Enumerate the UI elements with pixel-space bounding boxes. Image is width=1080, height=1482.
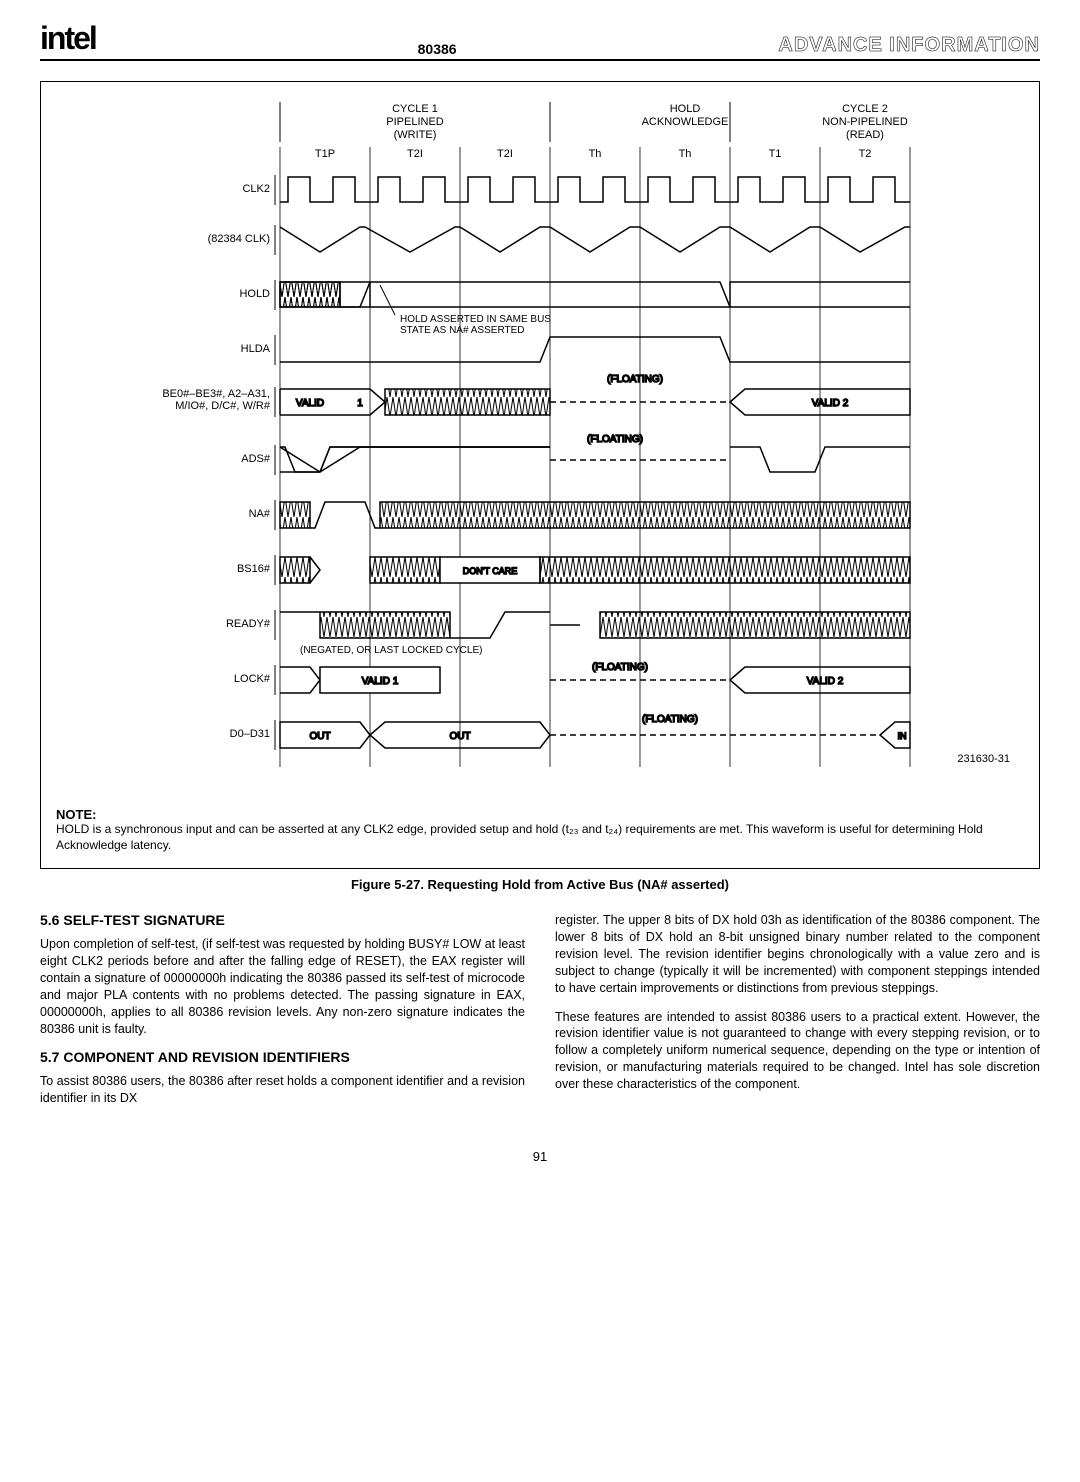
svg-text:VALID: VALID xyxy=(296,398,324,409)
svg-text:(WRITE): (WRITE) xyxy=(394,129,437,141)
part-number: 80386 xyxy=(418,41,457,57)
svg-text:(FLOATING): (FLOATING) xyxy=(607,374,663,385)
left-column: 5.6 SELF-TEST SIGNATURE Upon completion … xyxy=(40,912,525,1119)
svg-text:T2: T2 xyxy=(859,148,872,160)
svg-text:Th: Th xyxy=(679,148,692,160)
svg-text:BS16#: BS16# xyxy=(237,563,271,575)
svg-text:(FLOATING): (FLOATING) xyxy=(642,714,698,725)
section-57-title: 5.7 COMPONENT AND REVISION IDENTIFIERS xyxy=(40,1049,525,1065)
intel-logo: intel xyxy=(40,20,96,57)
svg-text:HOLD ASSERTED IN SAME BUS: HOLD ASSERTED IN SAME BUS xyxy=(400,314,551,325)
svg-text:ADS#: ADS# xyxy=(241,453,271,465)
svg-text:PIPELINED: PIPELINED xyxy=(386,116,444,128)
svg-text:Th: Th xyxy=(589,148,602,160)
svg-text:T2I: T2I xyxy=(407,148,423,160)
svg-text:(FLOATING): (FLOATING) xyxy=(587,434,643,445)
svg-text:(READ): (READ) xyxy=(846,129,884,141)
section-57-body3: These features are intended to assist 80… xyxy=(555,1009,1040,1093)
svg-text:D0–D31: D0–D31 xyxy=(230,728,270,740)
timing-diagram-box: CYCLE 1 PIPELINED (WRITE) HOLD ACKNOWLED… xyxy=(40,81,1040,869)
page-number: 91 xyxy=(40,1149,1040,1164)
section-56-title: 5.6 SELF-TEST SIGNATURE xyxy=(40,912,525,928)
svg-text:VALID 2: VALID 2 xyxy=(807,676,844,687)
svg-text:1: 1 xyxy=(357,398,363,409)
advance-info-banner: ADVANCE INFORMATION xyxy=(778,34,1040,57)
svg-text:IN: IN xyxy=(898,731,907,741)
svg-text:LOCK#: LOCK# xyxy=(234,673,271,685)
svg-text:ACKNOWLEDGE: ACKNOWLEDGE xyxy=(642,116,729,128)
svg-text:T1: T1 xyxy=(769,148,782,160)
svg-text:CLK2: CLK2 xyxy=(242,183,270,195)
diagram-id: 231630-31 xyxy=(957,753,1010,765)
svg-text:VALID 1: VALID 1 xyxy=(362,676,399,687)
svg-text:(FLOATING): (FLOATING) xyxy=(592,662,648,673)
right-column: register. The upper 8 bits of DX hold 03… xyxy=(555,912,1040,1119)
svg-text:HLDA: HLDA xyxy=(241,343,271,355)
body-columns: 5.6 SELF-TEST SIGNATURE Upon completion … xyxy=(40,912,1040,1119)
svg-text:HOLD: HOLD xyxy=(670,103,701,115)
svg-text:CYCLE 2: CYCLE 2 xyxy=(842,103,888,115)
svg-text:M/IO#, D/C#, W/R#: M/IO#, D/C#, W/R# xyxy=(175,400,271,412)
svg-text:DON'T CARE: DON'T CARE xyxy=(463,566,518,576)
section-57-body2: register. The upper 8 bits of DX hold 03… xyxy=(555,912,1040,996)
svg-text:(NEGATED, OR LAST LOCKED CYCLE: (NEGATED, OR LAST LOCKED CYCLE) xyxy=(300,645,482,656)
svg-text:HOLD: HOLD xyxy=(239,288,270,300)
page-header: intel 80386 ADVANCE INFORMATION xyxy=(40,20,1040,61)
svg-text:T1P: T1P xyxy=(315,148,335,160)
svg-text:OUT: OUT xyxy=(309,731,330,742)
svg-text:OUT: OUT xyxy=(449,731,470,742)
note-body: HOLD is a synchronous input and can be a… xyxy=(56,822,1024,853)
svg-text:NA#: NA# xyxy=(249,508,271,520)
timing-diagram-svg: CYCLE 1 PIPELINED (WRITE) HOLD ACKNOWLED… xyxy=(60,97,1020,797)
svg-text:STATE AS NA# ASSERTED: STATE AS NA# ASSERTED xyxy=(400,325,525,336)
svg-text:BE0#–BE3#, A2–A31,: BE0#–BE3#, A2–A31, xyxy=(162,388,270,400)
svg-text:(82384 CLK): (82384 CLK) xyxy=(208,233,270,245)
note-title: NOTE: xyxy=(56,807,1024,822)
svg-text:CYCLE 1: CYCLE 1 xyxy=(392,103,438,115)
figure-caption: Figure 5-27. Requesting Hold from Active… xyxy=(40,877,1040,892)
section-57-body1: To assist 80386 users, the 80386 after r… xyxy=(40,1073,525,1107)
svg-text:NON-PIPELINED: NON-PIPELINED xyxy=(822,116,908,128)
svg-text:T2I: T2I xyxy=(497,148,513,160)
svg-text:VALID 2: VALID 2 xyxy=(812,398,849,409)
section-56-body: Upon completion of self-test, (if self-t… xyxy=(40,936,525,1037)
svg-text:READY#: READY# xyxy=(226,618,271,630)
